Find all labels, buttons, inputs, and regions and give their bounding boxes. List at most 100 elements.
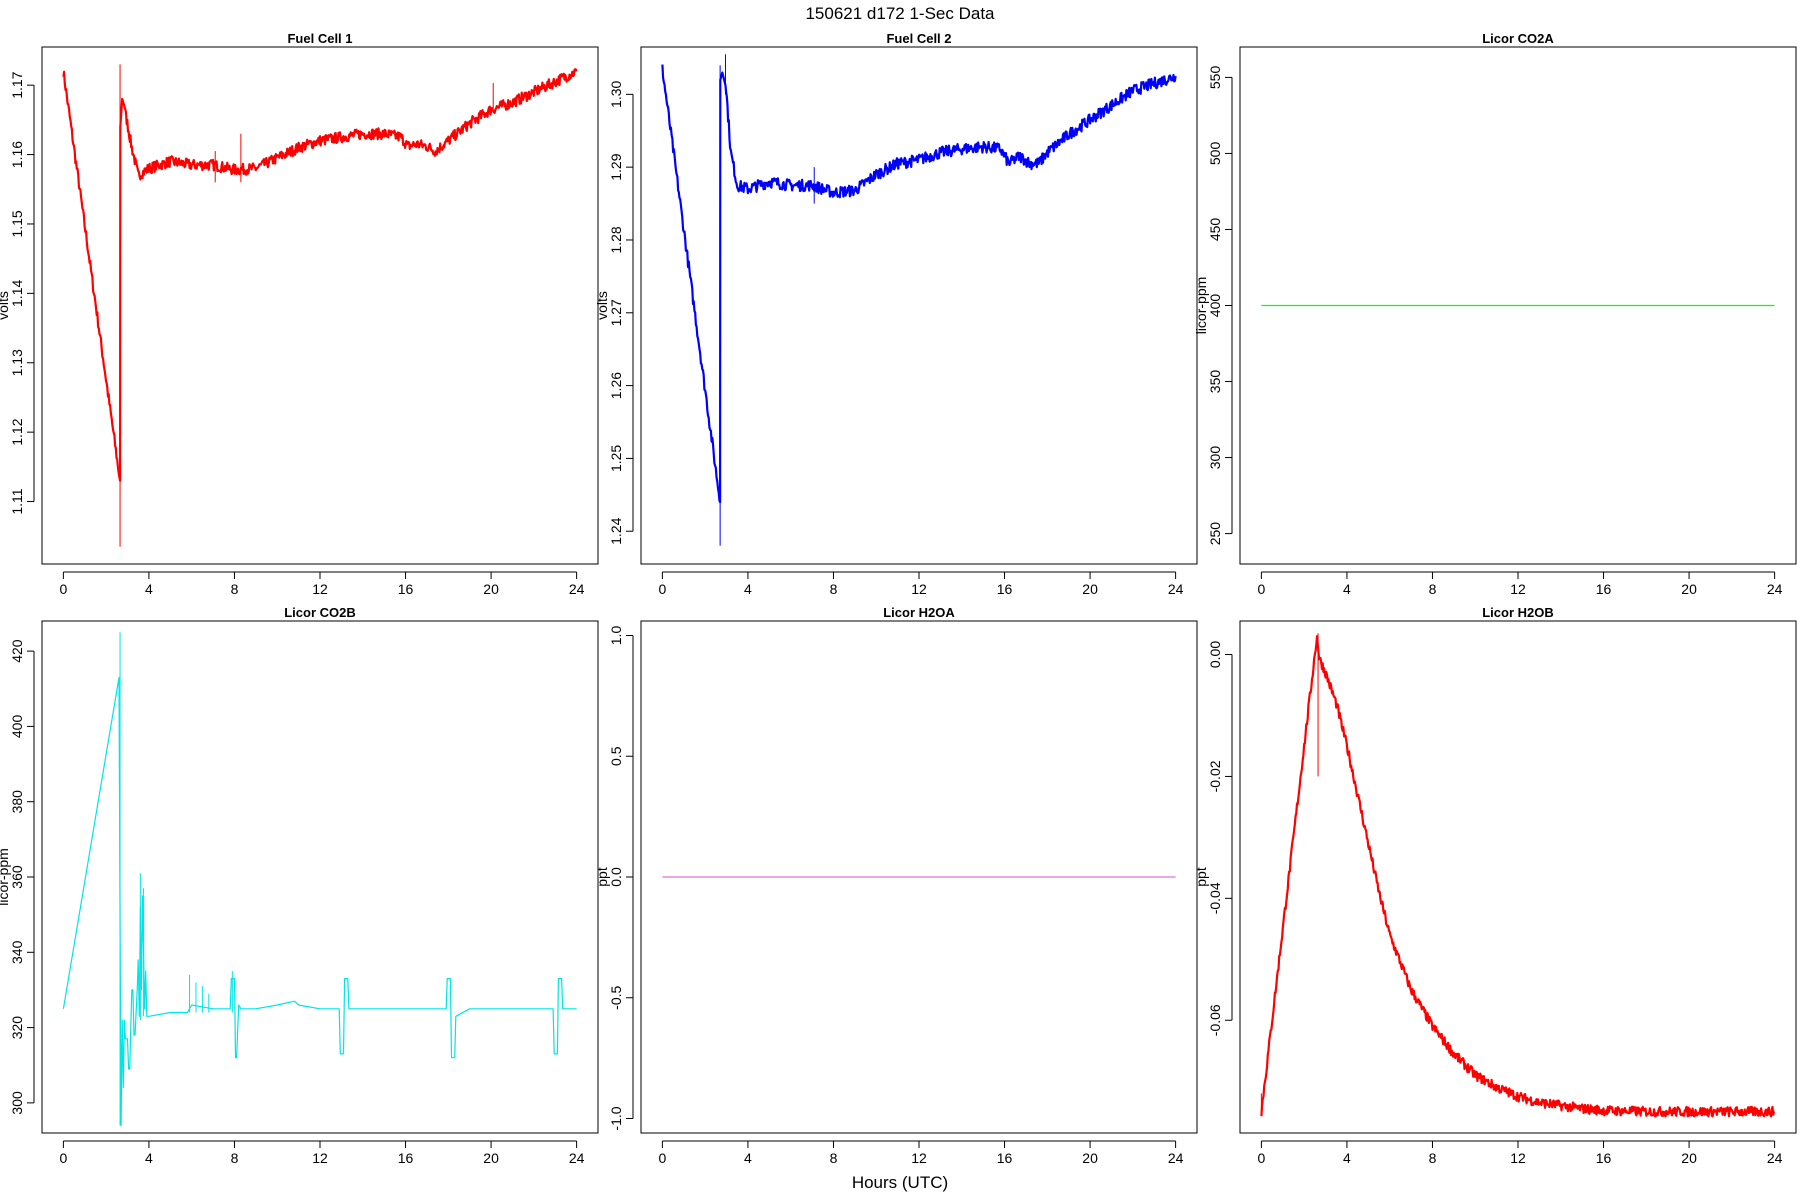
x-tick-label: 12 — [312, 581, 328, 597]
y-tick-label: -1.0 — [608, 1106, 624, 1130]
y-tick-label: 1.12 — [9, 418, 25, 445]
x-tick-label: 24 — [569, 581, 585, 597]
x-tick-label: 12 — [312, 1150, 328, 1166]
x-tick-label: 4 — [744, 1150, 752, 1166]
x-tick-label: 20 — [1681, 1150, 1697, 1166]
y-tick-label: 300 — [9, 1091, 25, 1115]
y-tick-label: 1.25 — [608, 445, 624, 472]
y-tick-label: 1.14 — [9, 280, 25, 307]
y-tick-label: 1.16 — [9, 141, 25, 168]
x-tick-label: 0 — [1257, 1150, 1265, 1166]
x-tick-label: 4 — [1343, 1150, 1351, 1166]
y-tick-label: 550 — [1207, 66, 1223, 90]
x-tick-label: 0 — [1257, 581, 1265, 597]
y-tick-label: 1.0 — [608, 626, 624, 646]
y-tick-label: 1.27 — [608, 299, 624, 326]
x-tick-label: 12 — [911, 581, 927, 597]
y-tick-label: 360 — [9, 865, 25, 889]
panel-5: Licor H2OA 0 4 8 12 16 20 24 -1.0 -0.5 0.0 0.5 1.0 pp… — [594, 605, 1198, 1166]
y-tick-label: 380 — [9, 790, 25, 814]
plot-frame — [41, 620, 599, 1134]
y-tick-label: 250 — [1207, 522, 1223, 546]
x-tick-label: 24 — [569, 1150, 585, 1166]
y-tick-label: 1.13 — [9, 349, 25, 376]
y-tick-label: 300 — [1207, 446, 1223, 470]
y-tick-label: 0.00 — [1207, 641, 1223, 668]
figure-title: 150621 d172 1-Sec Data — [805, 4, 995, 23]
x-tick-label: 8 — [231, 581, 239, 597]
y-tick-label: 450 — [1207, 218, 1223, 242]
y-tick-label: 350 — [1207, 370, 1223, 394]
plot-frame — [1239, 46, 1797, 565]
x-tick-label: 4 — [744, 581, 752, 597]
y-tick-label: -0.5 — [608, 985, 624, 1009]
y-axis-label: ppt — [1193, 867, 1209, 887]
chart-panels: Fuel Cell 1 0 4 8 12 16 20 24 1.11 1.12 1.13 1.14 1.… — [0, 31, 1797, 1166]
x-tick-label: 24 — [1767, 1150, 1783, 1166]
x-tick-label: 24 — [1168, 581, 1184, 597]
y-tick-label: 1.17 — [9, 71, 25, 98]
y-tick-label: 1.28 — [608, 226, 624, 253]
y-tick-label: 420 — [9, 639, 25, 663]
plot-frame — [640, 620, 1198, 1134]
x-tick-label: 16 — [1596, 1150, 1612, 1166]
x-tick-label: 4 — [145, 581, 153, 597]
y-axis-label: volts — [594, 291, 610, 320]
y-tick-label: -0.02 — [1207, 760, 1223, 792]
y-tick-label: 400 — [1207, 294, 1223, 318]
panel-3: Licor CO2A 0 4 8 12 16 20 24 250 300 350 400 450 500 5… — [1193, 31, 1797, 597]
panel-title: Fuel Cell 1 — [287, 31, 352, 46]
y-tick-label: 500 — [1207, 142, 1223, 166]
x-tick-label: 20 — [1082, 581, 1098, 597]
y-tick-label: 400 — [9, 715, 25, 739]
plot-frame — [640, 46, 1198, 565]
x-tick-label: 16 — [398, 581, 414, 597]
x-tick-label: 24 — [1767, 581, 1783, 597]
y-tick-label: 1.11 — [9, 488, 25, 514]
y-axis-label: licor-ppm — [0, 848, 11, 906]
y-tick-label: 0.5 — [608, 746, 624, 766]
x-tick-label: 12 — [1510, 1150, 1526, 1166]
x-tick-label: 8 — [830, 581, 838, 597]
x-tick-label: 4 — [1343, 581, 1351, 597]
x-tick-label: 0 — [658, 1150, 666, 1166]
x-tick-label: 0 — [59, 581, 67, 597]
series-line — [62, 676, 577, 1127]
y-tick-label: 1.24 — [608, 517, 624, 544]
x-tick-label: 4 — [145, 1150, 153, 1166]
panel-6: Licor H2OB 0 4 8 12 16 20 24 -0.06 -0.04 -0.02 0.00… — [1193, 605, 1797, 1166]
x-tick-label: 0 — [658, 581, 666, 597]
panel-1: Fuel Cell 1 0 4 8 12 16 20 24 1.11 1.12 1.13 1.14 1.… — [0, 31, 599, 597]
figure-x-axis-label: Hours (UTC) — [852, 1173, 948, 1192]
x-tick-label: 20 — [483, 581, 499, 597]
x-tick-label: 8 — [231, 1150, 239, 1166]
panel-4: Licor CO2B 0 4 8 12 16 20 24 300 320 340 360 380 400 4… — [0, 605, 599, 1166]
series-line — [1260, 635, 1775, 1118]
panel-title: Licor CO2B — [284, 605, 356, 620]
y-tick-label: 1.26 — [608, 372, 624, 399]
panel-title: Licor H2OB — [1482, 605, 1554, 620]
x-tick-label: 24 — [1168, 1150, 1184, 1166]
x-tick-label: 16 — [398, 1150, 414, 1166]
series-line — [62, 68, 578, 482]
x-tick-label: 16 — [997, 581, 1013, 597]
y-tick-label: -0.04 — [1207, 882, 1223, 914]
panel-title: Licor CO2A — [1482, 31, 1554, 46]
y-tick-label: 0.0 — [608, 867, 624, 887]
x-tick-label: 20 — [483, 1150, 499, 1166]
y-tick-label: 1.30 — [608, 80, 624, 107]
y-axis-label: ppt — [594, 867, 610, 887]
x-tick-label: 12 — [1510, 581, 1526, 597]
y-axis-label: volts — [0, 291, 11, 320]
x-tick-label: 20 — [1082, 1150, 1098, 1166]
y-tick-label: 1.15 — [9, 210, 25, 237]
y-tick-label: 1.29 — [608, 153, 624, 180]
x-tick-label: 16 — [997, 1150, 1013, 1166]
x-tick-label: 12 — [911, 1150, 927, 1166]
plot-frame — [41, 46, 599, 565]
series-line — [661, 64, 1177, 504]
x-tick-label: 8 — [830, 1150, 838, 1166]
plot-frame — [1239, 620, 1797, 1134]
x-tick-label: 0 — [59, 1150, 67, 1166]
